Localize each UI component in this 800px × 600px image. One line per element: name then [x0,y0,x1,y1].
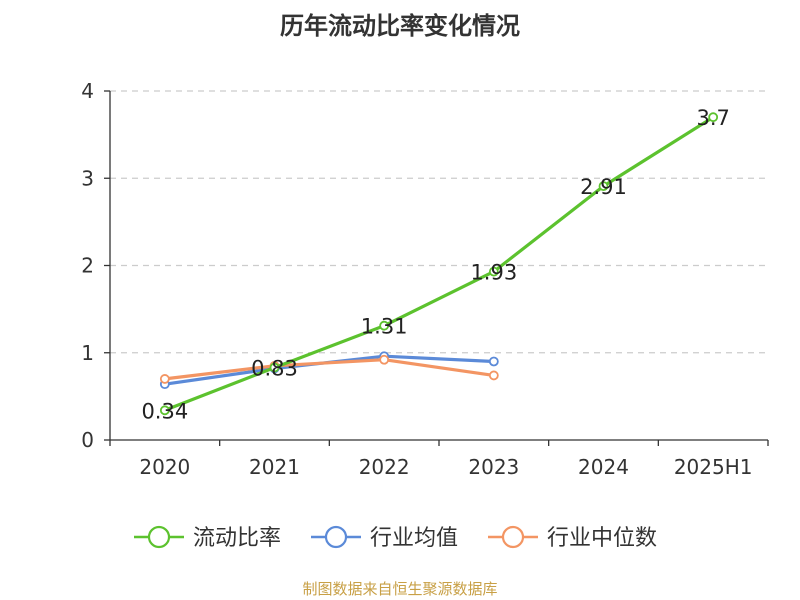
legend-marker [147,525,171,549]
x-tick-label: 2024 [578,455,629,479]
data-source-note: 制图数据来自恒生聚源数据库 [302,580,498,598]
axes: 0 1 2 3 4 2020 2021 2022 2023 2024 2025H1 [81,79,769,479]
chart-title: 历年流动比率变化情况 [280,12,520,40]
data-point [708,112,719,123]
data-label: 2.91 [580,175,627,199]
data-label: 0.83 [251,357,298,381]
y-tick-label: 0 [81,428,94,452]
data-point [488,266,499,277]
data-point [159,405,170,416]
legend-marker [501,525,525,549]
data-labels: 0.34 0.83 1.31 1.93 2.91 3.7 [141,106,729,423]
y-tick-label: 1 [81,341,94,365]
x-tick-label: 2025H1 [674,455,753,479]
data-point [379,354,390,365]
grid-lines [110,90,768,354]
y-tick-label: 2 [81,254,94,278]
data-label: 0.34 [141,399,188,423]
y-tick-label: 3 [81,166,94,190]
series-line-2 [163,358,496,381]
data-point [488,356,499,367]
x-tick-label: 2022 [359,455,410,479]
data-point [488,370,499,381]
y-tick-label: 4 [81,79,94,103]
data-label: 1.31 [361,315,408,339]
legend: 流动比率 行业均值 行业中位数 [134,525,657,551]
x-tick-label: 2020 [139,455,190,479]
legend-marker [324,525,348,549]
series-line-0 [163,115,715,412]
data-point [269,362,280,373]
series-lines [159,112,719,416]
data-label: 1.93 [470,261,517,285]
data-point [379,320,390,331]
x-tick-label: 2023 [468,455,519,479]
legend-label: 流动比率 [193,526,281,551]
series-line-1 [163,354,496,386]
data-label: 3.7 [696,106,729,130]
data-point [598,181,609,192]
x-tick-label: 2021 [249,455,300,479]
legend-label: 行业中位数 [547,526,657,551]
legend-label: 行业均值 [370,526,458,551]
data-point [159,374,170,384]
